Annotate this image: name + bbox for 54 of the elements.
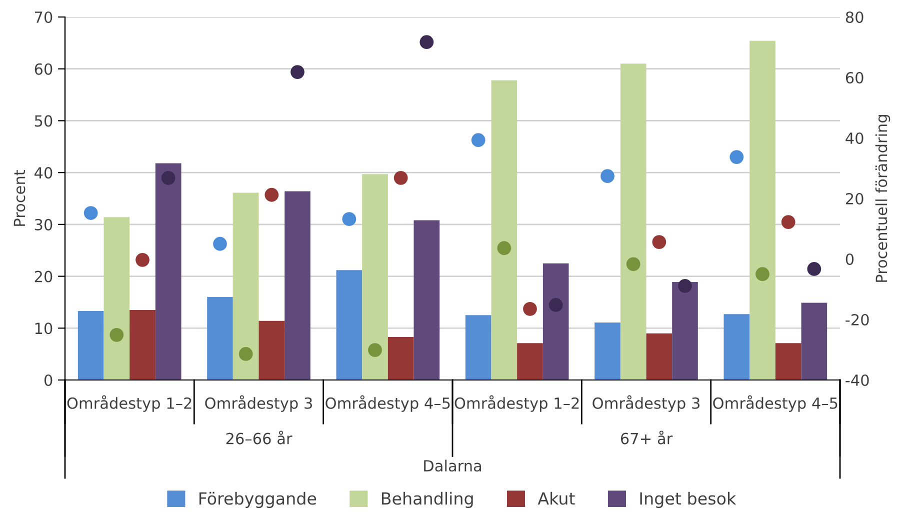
x-tick-label: Områdestyp 3 — [205, 395, 312, 412]
legend-label: Inget besok — [640, 492, 736, 508]
y-tick-label: 60 — [34, 63, 52, 75]
bar — [594, 322, 620, 380]
bar — [491, 80, 518, 380]
y-tick-label: 70 — [35, 11, 52, 24]
legend-label: Akut — [538, 492, 575, 505]
bar — [155, 163, 182, 380]
bar — [130, 310, 156, 380]
y2-axis-title: Procentuell förändring — [875, 114, 890, 282]
y-tick-label: 10 — [35, 322, 52, 334]
bar — [104, 217, 130, 380]
y-axis-title: Procent — [14, 170, 26, 226]
x-tick-label: Områdestyp 1–2 — [67, 395, 192, 412]
text: 26–66 år — [226, 430, 292, 444]
x-tick-label: Områdestyp 3 — [592, 395, 700, 412]
x-tick-label: Områdestyp 4–5 — [713, 395, 838, 412]
y2-tick-label: 40 — [846, 132, 864, 144]
text: 67+ år — [620, 430, 673, 444]
bar — [336, 270, 362, 380]
bar — [542, 263, 569, 380]
bar — [646, 333, 672, 380]
bar — [78, 311, 104, 380]
bar — [207, 297, 233, 380]
bar — [750, 40, 776, 380]
bar — [465, 315, 492, 380]
bar — [284, 191, 310, 380]
bar — [620, 64, 646, 380]
legend-label: Behandling — [382, 492, 473, 508]
bar — [232, 192, 259, 380]
bar — [414, 220, 440, 380]
bar — [362, 174, 388, 380]
bar — [801, 302, 828, 380]
y-tick-label: 40 — [34, 167, 52, 179]
y-tick-label: 0 — [44, 374, 52, 386]
y2-tick-label: -20 — [846, 314, 869, 326]
x-tick-label: Områdestyp 4–5 — [326, 395, 450, 412]
y-tick-label: 50 — [34, 115, 52, 127]
y-tick-label: 20 — [34, 270, 52, 282]
x-tick-label: Områdestyp 1–2 — [454, 395, 579, 412]
y-tick-label: 30 — [34, 218, 52, 230]
bar — [517, 343, 543, 380]
bar — [258, 320, 285, 380]
y2-tick-label: 60 — [846, 72, 864, 84]
bar — [388, 336, 414, 380]
bar — [775, 343, 802, 380]
bar — [672, 282, 698, 380]
y2-tick-label: -40 — [846, 374, 869, 386]
y2-tick-label: 0 — [846, 253, 854, 266]
y2-tick-label: 80 — [846, 11, 864, 24]
legend-label: Förebyggande — [199, 492, 316, 508]
y2-tick-label: 20 — [846, 192, 864, 205]
bar — [724, 314, 750, 380]
x-axis-title: Dalarna — [424, 460, 482, 472]
